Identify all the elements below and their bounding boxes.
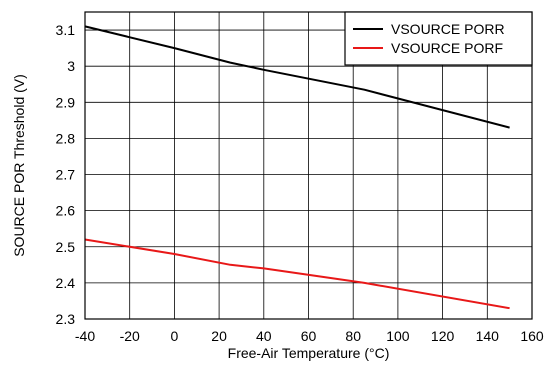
x-tick-label: 140 [476,328,500,344]
x-tick-label: -20 [120,328,140,344]
y-tick-label: 3.1 [56,22,76,38]
x-tick-labels: -40 -20 0 20 40 60 80 100 120 140 160 [75,328,544,344]
legend-label: VSOURCE PORR [391,21,505,37]
legend: VSOURCE PORR VSOURCE PORF [344,11,533,66]
x-tick-label: 80 [345,328,361,344]
x-tick-label: -40 [75,328,95,344]
y-tick-label: 2.3 [56,311,76,327]
y-tick-labels: 2.3 2.4 2.5 2.6 2.7 2.8 2.9 3 3.1 [56,22,76,327]
x-tick-label: 60 [301,328,317,344]
x-tick-label: 100 [386,328,410,344]
y-tick-label: 2.6 [56,203,76,219]
y-axis-label: SOURCE POR Threshold (V) [11,74,27,257]
legend-box [344,11,533,66]
y-tick-label: 2.7 [56,167,76,183]
x-tick-label: 0 [171,328,179,344]
x-tick-label: 20 [211,328,227,344]
series-lines [84,25,510,310]
plot-frame [84,11,533,320]
y-tick-label: 2.8 [56,130,76,146]
y-tick-label: 2.4 [56,275,76,291]
y-tick-label: 2.5 [56,239,76,255]
x-tick-label: 160 [520,328,544,344]
series-line-2 [84,238,510,310]
legend-label: VSOURCE PORF [391,40,503,56]
x-tick-label: 40 [256,328,272,344]
series-line-1 [84,25,510,129]
y-tick-label: 2.9 [56,94,76,110]
x-tick-label: 120 [431,328,455,344]
x-axis-label: Free-Air Temperature (°C) [228,345,390,361]
y-tick-label: 3 [67,58,75,74]
